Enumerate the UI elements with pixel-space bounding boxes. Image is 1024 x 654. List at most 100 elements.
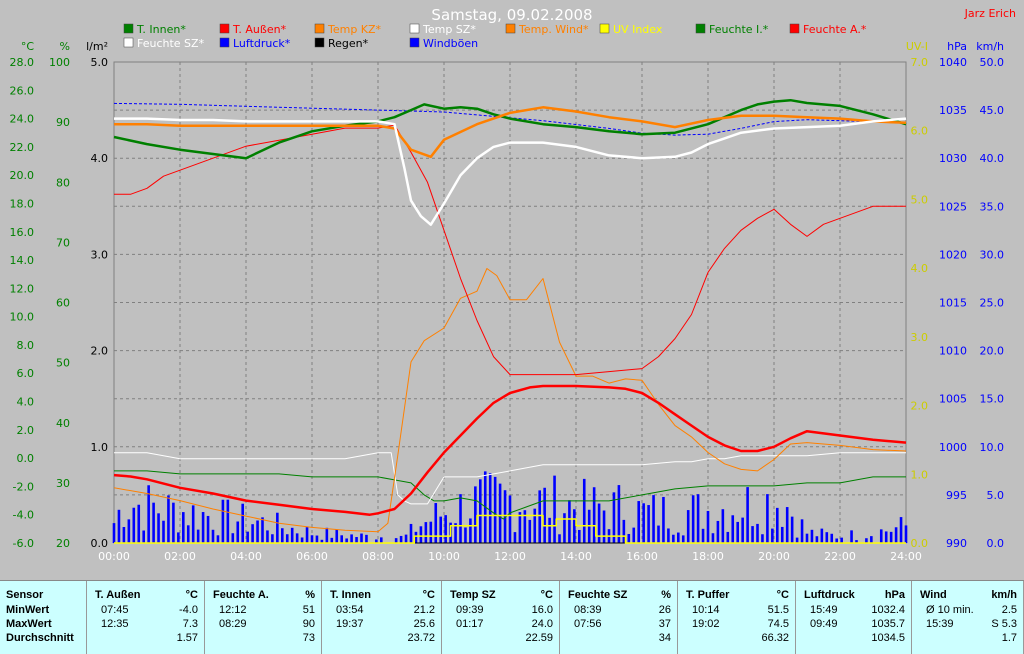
celsius-tick-label: 8.0	[17, 339, 35, 352]
legend-label: T. Außen*	[232, 23, 287, 36]
rain-tick-label: 1.0	[91, 441, 109, 454]
uv-tick-label: 5.0	[911, 193, 929, 206]
series-line-luftdruck	[113, 102, 907, 136]
legend-label: Feuchte A.*	[803, 23, 867, 36]
stats-row: Wind km/h	[912, 588, 1023, 602]
rain-tick-label: 5.0	[91, 56, 109, 69]
uv-tick-label: 6.0	[911, 125, 929, 138]
series-line-feuchte-sz	[114, 452, 906, 505]
celsius-tick-label: 26.0	[10, 84, 35, 97]
stats-row: Feuchte A.%	[205, 588, 321, 602]
legend-label: Luftdruck*	[233, 37, 291, 50]
legend-label: Temp KZ*	[327, 23, 382, 36]
uv-tick-label: 2.0	[911, 400, 929, 413]
stats-cell: 03:54	[336, 604, 364, 616]
stats-cell: 15:39	[926, 618, 954, 630]
stats-cell: 10:14	[692, 604, 720, 616]
celsius-tick-label: -4.0	[13, 509, 34, 522]
stats-cell: 12:35	[101, 618, 129, 630]
hpa-tick-label: 1030	[939, 152, 967, 165]
hpa-tick-label: 1035	[939, 104, 967, 117]
author-label: Jarz Erich	[964, 7, 1016, 20]
stats-cell-value: 7.3	[182, 618, 198, 630]
stats-cell-value: 34	[658, 632, 671, 644]
hpa-tick-label: 1000	[939, 441, 967, 454]
time-tick-label: 16:00	[626, 550, 658, 563]
percent-tick-label: 30	[56, 477, 70, 490]
time-tick-label: 18:00	[692, 550, 724, 563]
stats-row: 19:02 74.5	[678, 617, 795, 631]
stats-row: 73	[205, 631, 321, 645]
hpa-tick-label: 1040	[939, 56, 967, 69]
series-line-feuchte-i	[114, 470, 906, 520]
hpa-tick-label: 1010	[939, 345, 967, 358]
celsius-tick-label: -2.0	[13, 480, 34, 493]
stats-column: Feuchte A.% 12:12 51 08:29 90 73	[205, 581, 322, 654]
celsius-tick-label: 14.0	[10, 254, 35, 267]
hpa-tick-label: 990	[946, 537, 967, 550]
legend: T. Innen* T. Außen* Temp KZ* Temp SZ* Temp. …	[123, 23, 867, 50]
stats-row: T. Außen °C	[87, 588, 204, 602]
stats-row: 34	[560, 631, 677, 645]
time-tick-label: 24:00	[890, 550, 922, 563]
celsius-tick-label: 16.0	[10, 226, 35, 239]
stats-cell: Sensor	[6, 589, 44, 601]
stats-cell: Durchschnitt	[6, 632, 74, 644]
kmh-tick-label: 5.0	[987, 489, 1005, 502]
stats-column: T. Innen °C 03:54 21.2 19:37 25.6 23.72	[322, 581, 442, 654]
legend-label: Temp. Wind*	[518, 23, 589, 36]
celsius-tick-label: 12.0	[10, 282, 35, 295]
stats-cell-value: °C	[185, 589, 198, 601]
legend-label: Feuchte SZ*	[137, 37, 205, 50]
legend-swatch	[314, 37, 325, 48]
stats-cell-value: °C	[422, 589, 435, 601]
time-tick-label: 06:00	[296, 550, 328, 563]
kmh-unit-label: km/h	[976, 40, 1004, 53]
stats-column: Feuchte SZ% 08:39 26 07:56 37 34	[560, 581, 678, 654]
time-tick-label: 12:00	[494, 550, 526, 563]
stats-cell: MaxWert	[6, 618, 52, 630]
stats-column: T. Außen °C 07:45 -4.0 12:35 7.3 1.57	[87, 581, 205, 654]
series-line-temp-wind	[113, 268, 907, 533]
kmh-tick-label: 50.0	[980, 56, 1005, 69]
stats-row: Ø 10 min. 2.5	[912, 603, 1023, 617]
percent-tick-label: 70	[56, 236, 70, 249]
stats-row: 1034.5	[796, 631, 911, 645]
legend-label: Temp SZ*	[422, 23, 476, 36]
stats-cell-value: 1032.4	[871, 604, 905, 616]
time-tick-label: 08:00	[362, 550, 394, 563]
time-tick-label: 22:00	[824, 550, 856, 563]
stats-cell-value: 1034.5	[871, 632, 905, 644]
uv-tick-label: 1.0	[911, 468, 929, 481]
stats-row: 01:17 24.0	[442, 617, 559, 631]
percent-unit-label: %	[60, 40, 70, 53]
legend-swatch	[409, 37, 420, 48]
legend-swatch	[123, 37, 134, 48]
rain-tick-label: 4.0	[91, 152, 109, 165]
legend-swatch	[695, 23, 706, 34]
stats-row: 12:12 51	[205, 603, 321, 617]
series-line-uv-index	[114, 514, 906, 544]
stats-cell-value: 1.57	[176, 632, 198, 644]
time-tick-label: 10:00	[428, 550, 460, 563]
stats-row: 08:39 26	[560, 603, 677, 617]
legend-swatch	[219, 23, 230, 34]
stats-cell: 08:39	[574, 604, 602, 616]
stats-row: Luftdruck hPa	[796, 588, 911, 602]
stats-cell: T. Puffer	[686, 589, 730, 601]
hpa-tick-label: 1005	[939, 393, 967, 406]
stats-cell: Ø 10 min.	[926, 604, 974, 616]
stats-cell: 15:49	[810, 604, 838, 616]
stats-cell: Luftdruck	[804, 589, 855, 601]
stats-row: 23.72	[322, 631, 441, 645]
celsius-unit-label: °C	[21, 40, 35, 53]
legend-label: Windböen	[423, 37, 478, 50]
series-line-temp-sz	[114, 117, 907, 226]
kmh-tick-label: 25.0	[980, 297, 1005, 310]
weather-chart: Samstag, 09.02.2008 Jarz Erich T. Innen*…	[9, 6, 1017, 563]
stats-cell-value: %	[305, 589, 315, 601]
stats-cell-value: 1035.7	[871, 618, 905, 630]
time-tick-label: 04:00	[230, 550, 262, 563]
stats-row: 07:56 37	[560, 617, 677, 631]
stats-row: 1.7	[912, 631, 1023, 645]
